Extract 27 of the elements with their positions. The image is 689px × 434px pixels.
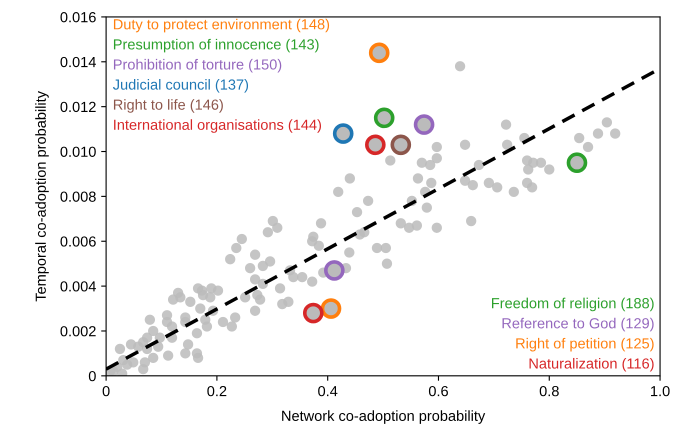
y-tick-label: 0: [88, 370, 96, 382]
x-tick-label: 0.8: [540, 386, 559, 396]
y-tick-label: 0.016: [60, 12, 96, 22]
annotation: Naturalization (116): [530, 358, 654, 372]
x-axis-title: Network co-adoption probability: [282, 410, 486, 424]
x-tick-label: 0.4: [318, 386, 338, 396]
x-tick-label: 1.0: [651, 386, 670, 396]
y-tick-label: 0.008: [60, 191, 96, 202]
y-tick-label: 0.004: [60, 281, 96, 292]
y-tick-label: 0.014: [60, 56, 96, 68]
y-axis-title: Temporal co-adoption probability: [35, 91, 49, 302]
x-tick-label: 0.6: [428, 386, 448, 396]
y-tick-label: 0.002: [60, 326, 96, 336]
x-tick-label: 0: [102, 386, 110, 396]
y-tick-label: 0.012: [60, 102, 96, 112]
annotation: Reference to God (129): [502, 318, 654, 332]
annotation: International organisations (144): [114, 119, 322, 133]
annotation: Prohibition of torture (150): [114, 58, 282, 73]
annotation: Right to life (146): [114, 99, 223, 113]
annotation: Freedom of religion (188): [492, 298, 654, 312]
y-tick-label: 0.010: [60, 146, 96, 157]
annotation: Duty to protect environment (148): [114, 18, 330, 32]
y-tick-label: 0.006: [60, 236, 96, 247]
annotation: Presumption of innocence (143): [114, 38, 319, 52]
annotation: Judicial council (137): [112, 79, 248, 93]
annotation: Right of petition (125): [516, 338, 654, 352]
x-tick-label: 0.2: [207, 386, 226, 396]
